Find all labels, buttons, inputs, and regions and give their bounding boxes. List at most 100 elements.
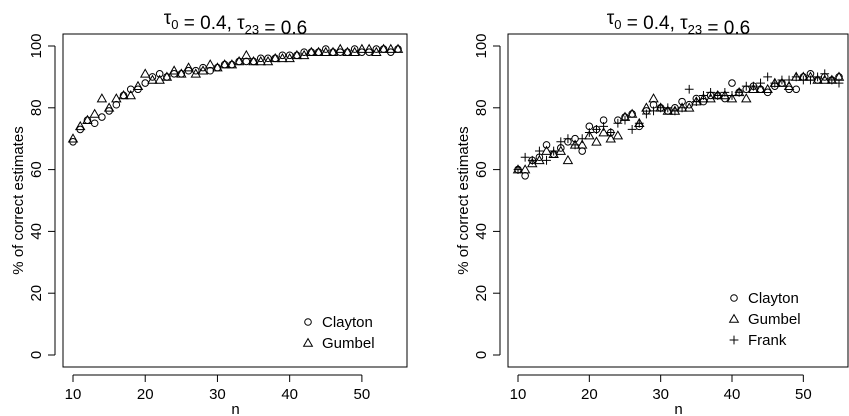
- plot-frame: [507, 33, 849, 368]
- data-point-frank: [549, 146, 559, 156]
- data-point-gumbel: [748, 83, 759, 94]
- data-point-gumbel: [82, 114, 93, 124]
- data-point-gumbel: [96, 93, 108, 103]
- data-point-clayton: [112, 100, 121, 109]
- y-tick-label: 80: [28, 99, 45, 116]
- chart-panel-1: τ0 = 0.4, τ23 = 0.6 10 20 30 40 50 n 0 20 40 60 80 1…: [10, 8, 408, 416]
- data-point-frank: [649, 106, 658, 116]
- data-point-gumbel: [812, 74, 823, 84]
- legend-label-clayton: Clayton: [748, 290, 799, 307]
- data-point-gumbel: [161, 71, 173, 81]
- data-point-gumbel: [313, 46, 324, 56]
- series-gumbel: [67, 43, 404, 143]
- data-point-frank: [706, 87, 715, 97]
- legend: Clayton Gumbel Frank: [728, 290, 801, 349]
- data-point-clayton: [264, 54, 272, 63]
- data-point-gumbel: [67, 133, 79, 143]
- data-point-gumbel: [605, 133, 616, 143]
- data-point-clayton: [256, 54, 265, 63]
- data-point-gumbel: [548, 148, 559, 158]
- y-tick-label: 0: [28, 351, 45, 359]
- data-point-gumbel: [705, 93, 716, 103]
- data-point-gumbel: [349, 46, 360, 56]
- data-point-gumbel: [762, 83, 773, 94]
- y-tick-label: 60: [473, 161, 490, 178]
- data-point-frank: [806, 75, 815, 85]
- legend-label-gumbel: Gumbel: [748, 311, 801, 328]
- legend-label-gumbel: Gumbel: [322, 335, 375, 352]
- data-point-frank: [599, 121, 608, 131]
- data-point-frank: [520, 152, 530, 162]
- data-point-gumbel: [132, 80, 144, 90]
- data-point-gumbel: [576, 139, 588, 149]
- data-point-gumbel: [584, 130, 595, 140]
- data-point-gumbel: [74, 120, 86, 131]
- legend-marker-gumbel: [302, 337, 314, 347]
- data-point-gumbel: [378, 43, 389, 53]
- data-point-frank: [734, 87, 744, 97]
- data-point-frank: [684, 84, 694, 94]
- data-point-gumbel: [103, 102, 115, 112]
- data-point-gumbel: [698, 93, 709, 103]
- data-point-clayton: [350, 45, 359, 53]
- y-tick-label: 40: [473, 223, 490, 240]
- data-point-frank: [713, 91, 723, 100]
- legend-marker-clayton: [730, 294, 738, 302]
- data-point-gumbel: [139, 68, 151, 78]
- data-point-gumbel: [371, 46, 382, 56]
- data-point-gumbel: [219, 59, 230, 69]
- data-point-clayton: [372, 45, 381, 53]
- data-point-gumbel: [241, 49, 252, 60]
- data-point-frank: [699, 91, 708, 100]
- data-point-clayton: [542, 141, 551, 149]
- data-point-gumbel: [320, 46, 332, 56]
- data-point-gumbel: [363, 43, 375, 53]
- data-point-frank: [535, 146, 544, 156]
- data-point-clayton: [521, 171, 529, 180]
- data-point-frank: [727, 91, 737, 100]
- y-tick-label: 80: [473, 99, 490, 116]
- data-point-gumbel: [147, 74, 158, 84]
- data-point-frank: [570, 140, 580, 150]
- data-point-frank: [620, 115, 630, 125]
- data-point-frank: [627, 125, 637, 134]
- y-tick-label: 20: [473, 285, 490, 302]
- y-tick-label: 100: [473, 33, 490, 58]
- data-point-gumbel: [626, 108, 638, 118]
- data-point-clayton: [300, 48, 308, 56]
- legend-label-frank: Frank: [748, 332, 787, 349]
- data-point-gumbel: [562, 154, 574, 165]
- legend-marker-gumbel: [728, 313, 740, 323]
- data-point-gumbel: [197, 65, 209, 75]
- data-point-gumbel: [598, 127, 609, 137]
- data-point-gumbel: [726, 93, 738, 103]
- data-point-gumbel: [233, 56, 245, 66]
- data-point-gumbel: [612, 130, 624, 140]
- data-point-clayton: [321, 45, 330, 53]
- y-axis-label: % of correct estimates: [455, 126, 472, 274]
- legend-label-clayton: Clayton: [322, 314, 373, 331]
- data-point-gumbel: [154, 74, 165, 84]
- data-point-gumbel: [541, 145, 552, 155]
- y-tick-label: 60: [28, 161, 45, 178]
- data-point-gumbel: [755, 83, 766, 94]
- data-point-gumbel: [719, 90, 731, 100]
- chart-panel-2: τ0 = 0.4, τ23 = 0.6 10 20 30 40 50 n 0 20 40 60 80 1…: [455, 8, 849, 416]
- data-point-gumbel: [385, 43, 397, 53]
- x-tick-label: 10: [65, 386, 82, 403]
- data-point-clayton: [578, 147, 587, 155]
- y-tick-label: 20: [28, 285, 45, 302]
- data-point-gumbel: [662, 105, 674, 115]
- series-frank: [513, 69, 844, 174]
- data-point-frank: [642, 109, 651, 119]
- data-point-gumbel: [527, 158, 538, 168]
- x-tick-label: 50: [795, 386, 812, 403]
- data-point-frank: [834, 78, 844, 88]
- data-point-gumbel: [334, 43, 346, 53]
- data-point-frank: [813, 72, 822, 82]
- x-tick-label: 20: [581, 386, 598, 403]
- data-point-gumbel: [226, 59, 238, 69]
- data-point-gumbel: [819, 74, 830, 84]
- series-clayton: [69, 45, 402, 146]
